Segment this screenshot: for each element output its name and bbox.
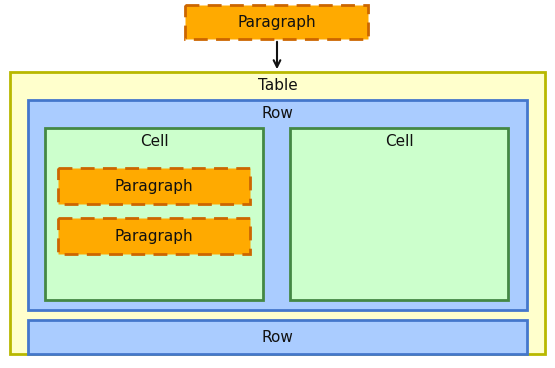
Bar — [58, 168, 250, 204]
Bar — [58, 218, 250, 254]
Bar — [290, 128, 508, 300]
Bar — [45, 128, 263, 300]
Text: Row: Row — [261, 329, 294, 344]
Bar — [10, 72, 545, 354]
Text: Table: Table — [258, 78, 297, 93]
Text: Row: Row — [261, 106, 294, 121]
Text: Paragraph: Paragraph — [115, 178, 193, 194]
Text: Cell: Cell — [385, 134, 413, 149]
Bar — [28, 320, 527, 354]
Text: Paragraph: Paragraph — [237, 14, 316, 29]
Text: Paragraph: Paragraph — [115, 229, 193, 244]
Bar — [185, 5, 368, 39]
Text: Cell: Cell — [140, 134, 168, 149]
Bar — [28, 100, 527, 310]
